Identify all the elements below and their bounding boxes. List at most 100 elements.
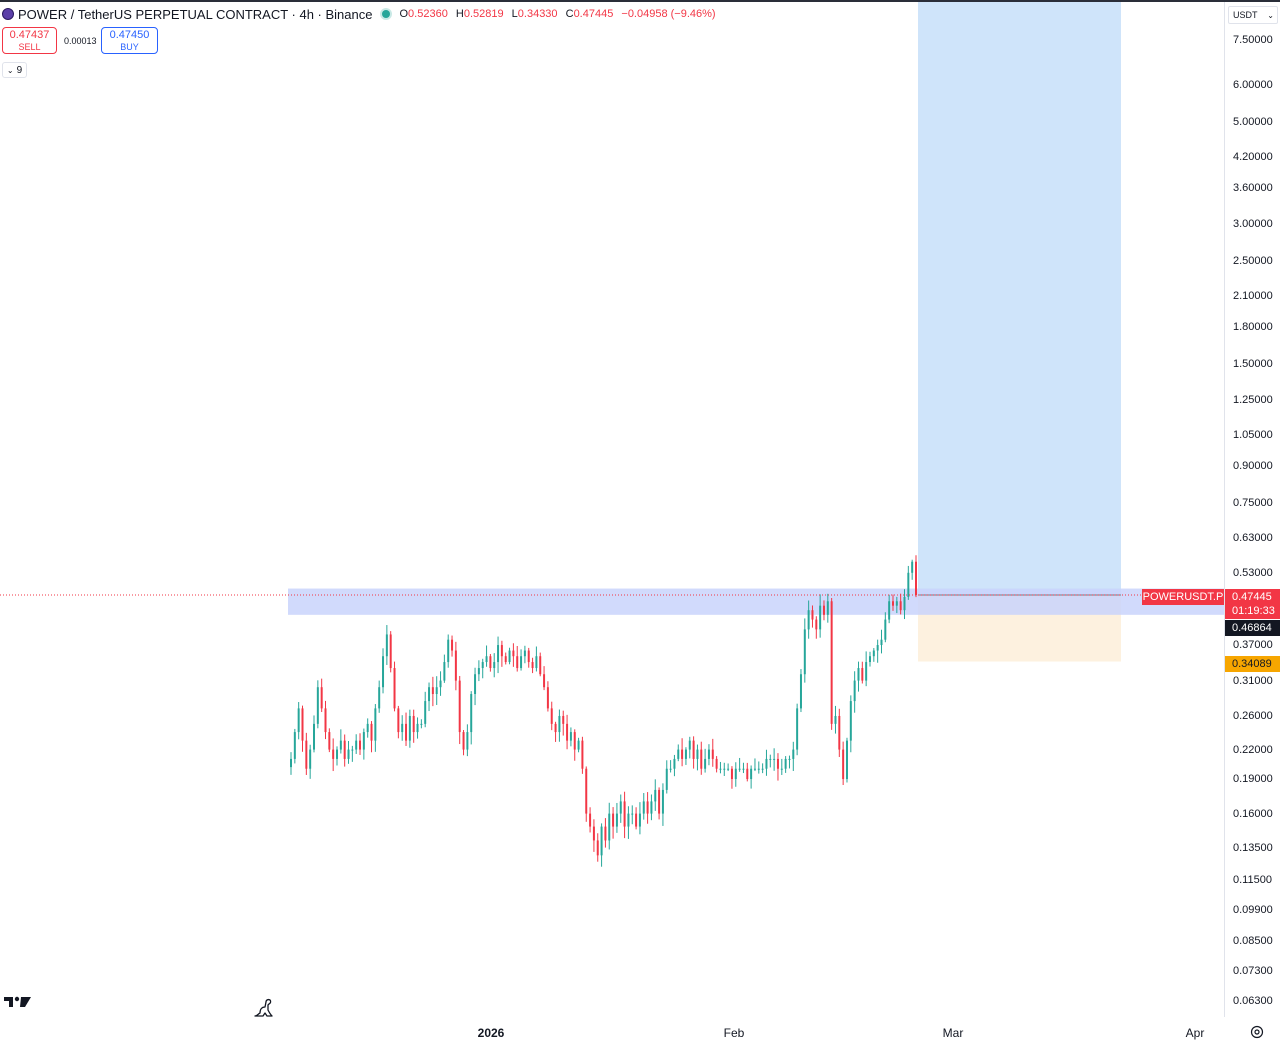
candle	[761, 763, 764, 774]
candle	[815, 616, 818, 639]
time-tick-label: Feb	[723, 1026, 745, 1040]
chart-legend[interactable]: POWER / TetherUS PERPETUAL CONTRACT · 4h…	[2, 6, 721, 22]
currency-select[interactable]: USDT ⌄	[1228, 6, 1278, 24]
candle	[776, 753, 779, 781]
price-tick-label: 0.07300	[1233, 965, 1273, 978]
candle	[796, 703, 799, 756]
candle	[830, 598, 833, 730]
candle	[504, 652, 507, 665]
price-tick-label: 0.19000	[1233, 773, 1273, 786]
price-tick-label: 0.90000	[1233, 460, 1273, 473]
candle	[497, 636, 500, 674]
price-tick-label: 2.10000	[1233, 289, 1273, 302]
candle	[397, 705, 400, 739]
candle	[447, 634, 450, 668]
price-tick-label: 6.00000	[1233, 78, 1273, 91]
candle	[336, 746, 339, 766]
ohlc-high-key: H	[455, 8, 464, 20]
candle	[646, 792, 649, 824]
price-axis[interactable]: 7.50000 6.00000 5.00000 4.20000 3.60000 3.000…	[1224, 2, 1280, 1017]
candle	[366, 718, 369, 738]
candle	[309, 744, 312, 779]
price-tick-label: 0.63000	[1233, 532, 1273, 545]
dinosaur-icon[interactable]	[252, 997, 274, 1019]
settings-icon[interactable]	[1250, 1025, 1264, 1039]
drawing-layer[interactable]	[288, 2, 1224, 662]
candle	[512, 643, 515, 667]
candle	[696, 744, 699, 771]
candle	[431, 676, 434, 707]
sell-button[interactable]: 0.47437 SELL	[2, 27, 57, 54]
candle	[401, 715, 404, 741]
candle	[753, 758, 756, 772]
candle	[769, 754, 772, 768]
candle	[730, 766, 733, 789]
candle	[792, 741, 795, 771]
candle	[370, 721, 373, 753]
candle	[355, 734, 358, 754]
candle	[569, 727, 572, 747]
price-tick-label: 0.16000	[1233, 807, 1273, 820]
market-status-icon[interactable]	[382, 10, 391, 18]
candle	[474, 667, 477, 706]
buy-label: BUY	[120, 42, 139, 52]
candle	[627, 806, 630, 839]
candle	[543, 666, 546, 691]
time-tick-label: Mar	[942, 1026, 964, 1040]
candle	[305, 732, 308, 775]
long-position-target-zone[interactable]	[918, 2, 1121, 596]
buy-button[interactable]: 0.47450 BUY	[101, 27, 158, 54]
candle	[727, 763, 730, 772]
candle	[458, 675, 461, 745]
price-tick-label: 1.50000	[1233, 357, 1273, 370]
indicators-collapse-button[interactable]: ⌄ 9	[2, 62, 27, 78]
candle	[865, 651, 868, 687]
price-tick-label: 7.50000	[1233, 34, 1273, 46]
candle	[408, 709, 411, 748]
candle	[915, 555, 917, 598]
candle	[799, 669, 802, 713]
candle-series[interactable]	[290, 555, 917, 867]
time-axis[interactable]: 2026 Feb Mar Apr	[0, 1017, 1224, 1045]
candle	[516, 645, 519, 672]
chart-area[interactable]	[0, 2, 1224, 1017]
candle	[773, 748, 776, 771]
candle	[297, 702, 300, 740]
candle	[707, 744, 710, 766]
candle	[554, 721, 557, 742]
candle	[566, 714, 569, 750]
ohlc-close-value: 0.47445	[573, 8, 614, 20]
price-tick-label: 4.20000	[1233, 150, 1273, 163]
candle	[658, 787, 661, 820]
candle	[301, 705, 304, 752]
symbol-price-tag: POWERUSDT.P	[1142, 589, 1224, 605]
tradingview-logo-icon[interactable]	[4, 995, 32, 1009]
candle	[389, 631, 392, 673]
candle	[600, 823, 603, 867]
symbol-title[interactable]: POWER / TetherUS PERPETUAL CONTRACT · 4h…	[18, 6, 373, 22]
candle	[880, 629, 883, 654]
candle	[351, 745, 354, 762]
candle	[523, 645, 526, 664]
candle	[316, 680, 319, 729]
candle	[508, 647, 511, 665]
candle	[558, 709, 561, 742]
candle	[562, 710, 565, 736]
candle	[765, 749, 768, 776]
candle	[332, 738, 335, 772]
ohlc-open-key: O	[399, 8, 409, 20]
candle	[324, 700, 327, 740]
candle	[677, 744, 680, 762]
candle	[424, 691, 427, 728]
candle	[347, 740, 350, 764]
price-tick-label: 0.37000	[1233, 639, 1273, 652]
candle	[531, 657, 534, 674]
support-band-rectangle[interactable]	[288, 588, 1224, 615]
candle	[681, 738, 684, 767]
chevron-down-icon: ⌄	[6, 65, 14, 75]
stop-level-tag: 0.46864	[1225, 620, 1280, 636]
candle	[861, 661, 864, 684]
time-tick-label: 2026	[477, 1026, 505, 1040]
candle	[838, 708, 841, 758]
candle	[454, 641, 457, 691]
